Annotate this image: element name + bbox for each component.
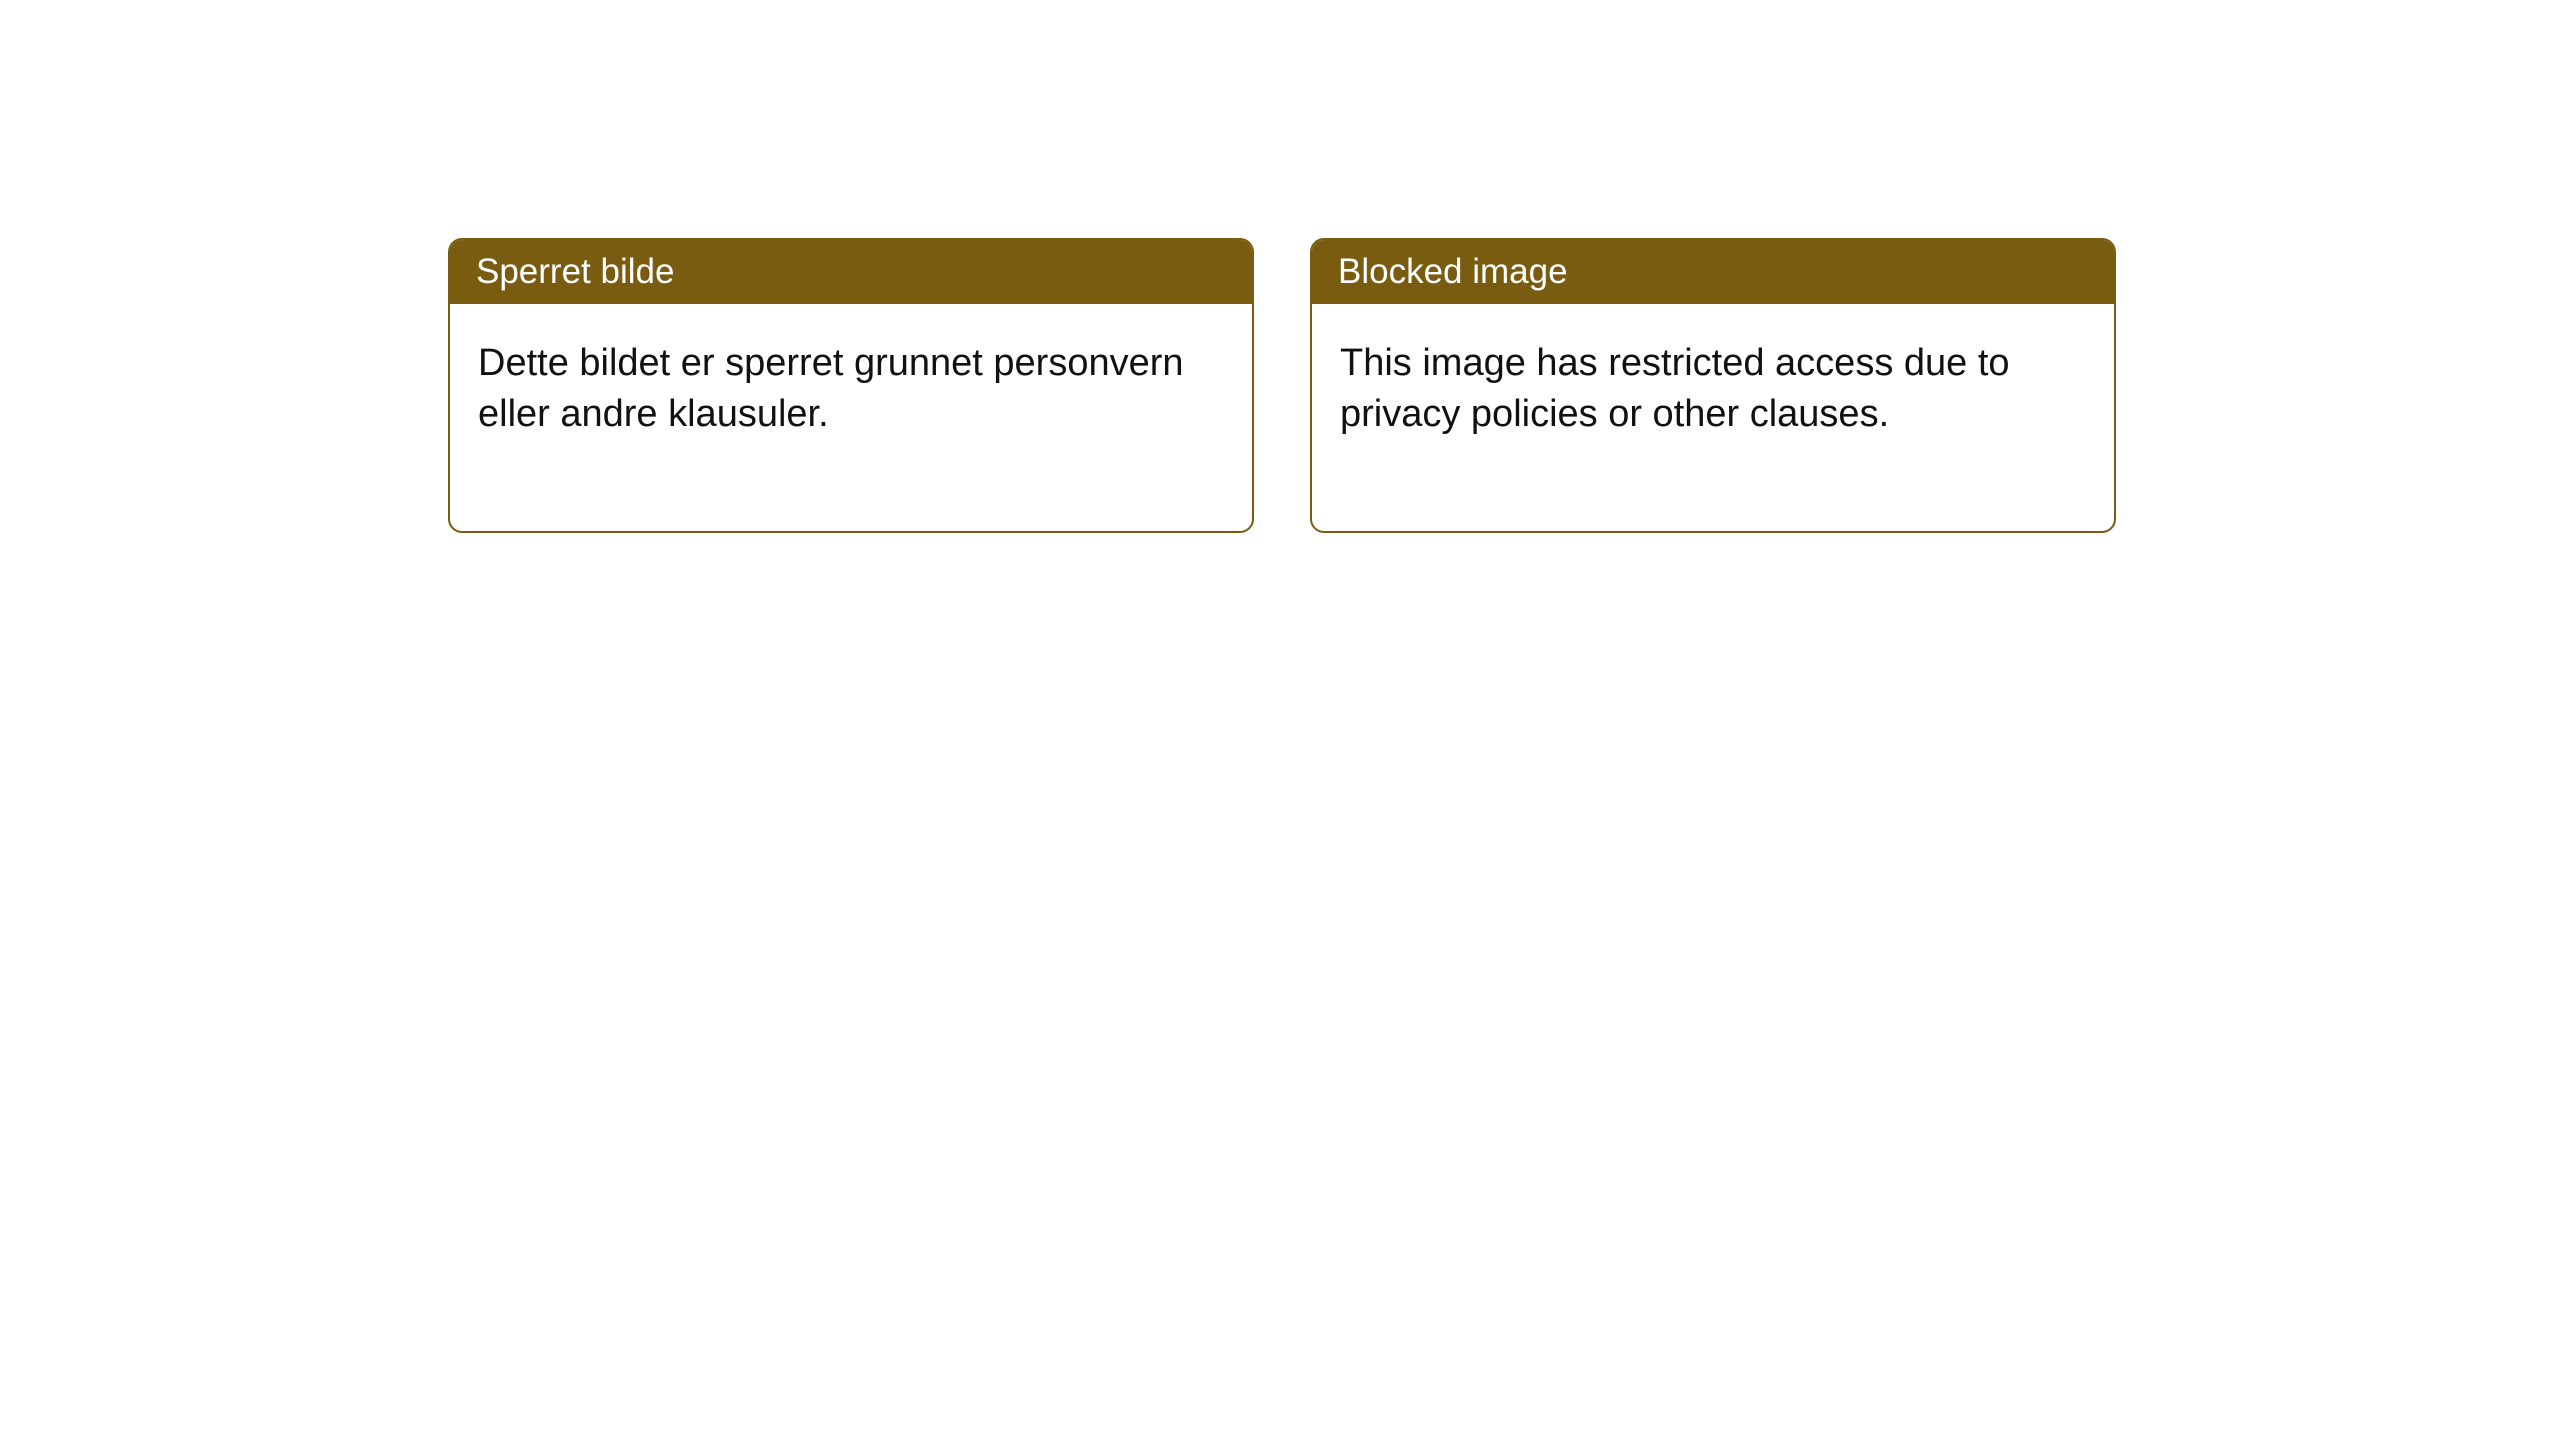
notice-body-en: This image has restricted access due to … (1312, 304, 2114, 531)
notice-title-no: Sperret bilde (450, 240, 1252, 304)
notice-container: Sperret bilde Dette bildet er sperret gr… (0, 0, 2560, 533)
notice-card-en: Blocked image This image has restricted … (1310, 238, 2116, 533)
notice-body-no: Dette bildet er sperret grunnet personve… (450, 304, 1252, 531)
notice-card-no: Sperret bilde Dette bildet er sperret gr… (448, 238, 1254, 533)
notice-title-en: Blocked image (1312, 240, 2114, 304)
